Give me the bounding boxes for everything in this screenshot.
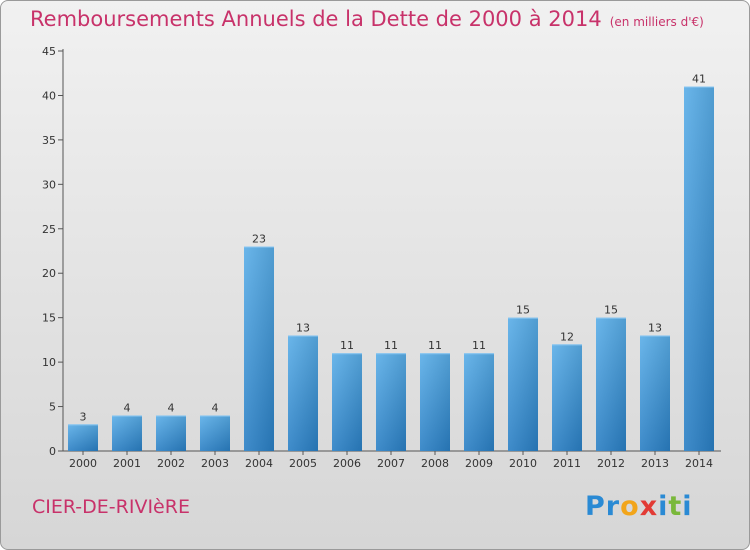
data-label: 4 (124, 401, 131, 414)
x-tick-label: 2008 (421, 457, 449, 470)
y-tick-label: 20 (42, 267, 56, 280)
data-label: 15 (604, 304, 618, 317)
x-tick-label: 2012 (597, 457, 625, 470)
y-tick-label: 0 (49, 445, 56, 458)
bar-shade (508, 317, 538, 451)
y-tick-label: 35 (42, 134, 56, 147)
bar-shade (640, 335, 670, 451)
data-label: 3 (80, 410, 87, 423)
bar-shade (420, 353, 450, 451)
data-label: 13 (648, 321, 662, 334)
bar-shade (464, 353, 494, 451)
x-tick-label: 2007 (377, 457, 405, 470)
y-tick-label: 15 (42, 312, 56, 325)
logo-letter: r (605, 491, 621, 522)
x-tick-label: 2013 (641, 457, 669, 470)
logo-letter: x (639, 491, 659, 522)
proxiti-logo[interactable]: Proxiti (585, 491, 693, 522)
x-tick-label: 2000 (69, 457, 97, 470)
logo-letter: i (682, 491, 693, 522)
bar-shade (244, 246, 274, 451)
bar-shade (376, 353, 406, 451)
y-tick-label: 30 (42, 178, 56, 191)
y-tick-label: 40 (42, 89, 56, 102)
x-tick-label: 2003 (201, 457, 229, 470)
data-label: 11 (384, 339, 398, 352)
y-tick-label: 5 (49, 401, 56, 414)
bar-shade (552, 344, 582, 451)
data-label: 23 (252, 233, 266, 246)
bar-shade (200, 415, 230, 451)
logo-letter: P (585, 491, 606, 522)
bar-shade (288, 335, 318, 451)
data-label: 11 (472, 339, 486, 352)
logo-letter: o (620, 491, 640, 522)
data-label: 12 (560, 330, 574, 343)
x-tick-label: 2002 (157, 457, 185, 470)
x-tick-label: 2014 (685, 457, 713, 470)
x-tick-label: 2004 (245, 457, 273, 470)
y-tick-label: 10 (42, 356, 56, 369)
x-tick-label: 2001 (113, 457, 141, 470)
bars (68, 86, 714, 452)
logo-letter: i (658, 491, 669, 522)
y-tick-label: 45 (42, 45, 56, 58)
data-label: 13 (296, 321, 310, 334)
data-label: 4 (212, 401, 219, 414)
chart-subtitle: (en milliers d'€) (609, 15, 704, 29)
data-label: 15 (516, 304, 530, 317)
x-tick-label: 2010 (509, 457, 537, 470)
data-label: 41 (692, 73, 706, 86)
data-label: 11 (428, 339, 442, 352)
data-label: 11 (340, 339, 354, 352)
x-tick-label: 2005 (289, 457, 317, 470)
chart-title-text: Remboursements Annuels de la Dette de 20… (30, 7, 602, 31)
axes: 0 5 10 15 20 25 30 35 40 45 2000 2001 2002 2003 2004 20… (42, 45, 721, 470)
chart-title: Remboursements Annuels de la Dette de 20… (30, 7, 704, 31)
logo-letter: t (668, 491, 683, 522)
bar-shade (112, 415, 142, 451)
bar-shade (68, 424, 98, 451)
bar-shade (332, 353, 362, 451)
bar-shade (156, 415, 186, 451)
x-tick-label: 2011 (553, 457, 581, 470)
bar-shade (684, 86, 714, 452)
x-tick-label: 2009 (465, 457, 493, 470)
commune-name: CIER-DE-RIVIèRE (32, 496, 190, 518)
data-label: 4 (168, 401, 175, 414)
bar-shade (596, 317, 626, 451)
data-labels: 3 4 4 4 23 13 11 11 11 11 15 12 15 13 41 (80, 73, 707, 424)
y-tick-label: 25 (42, 223, 56, 236)
x-tick-label: 2006 (333, 457, 361, 470)
